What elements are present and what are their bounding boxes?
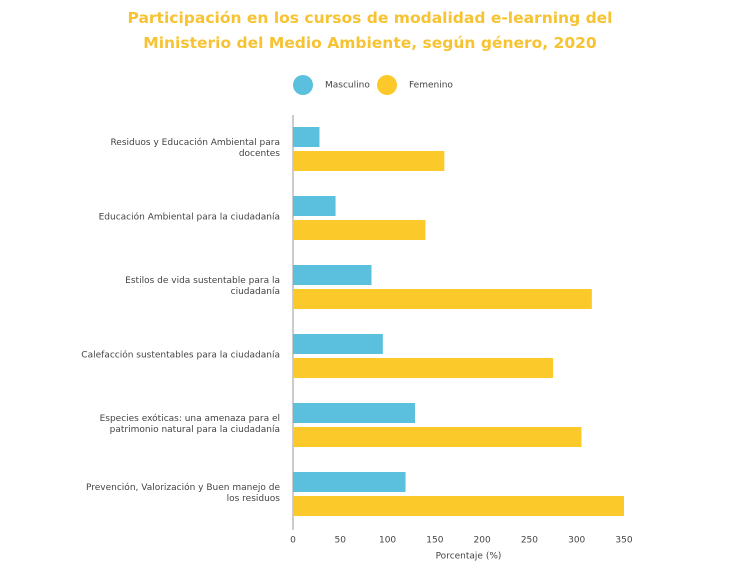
category-label: Estilos de vida sustentable para la ciud… [125, 276, 280, 297]
bar [293, 289, 592, 309]
bar [293, 496, 624, 516]
category-label: Calefacción sustentables para la ciudada… [81, 350, 280, 361]
bar [293, 196, 336, 216]
x-tick-label: 250 [521, 536, 538, 546]
x-axis-title: Porcentaje (%) [436, 552, 502, 562]
category-label: Residuos y Educación Ambiental para doce… [110, 138, 280, 159]
chart-title: Participación en los cursos de modalidad… [127, 9, 613, 52]
x-tick-label: 50 [335, 536, 347, 546]
bar [293, 334, 383, 354]
x-tick-label: 100 [379, 536, 396, 546]
category-label: Especies exóticas: una amenaza para el p… [99, 414, 280, 435]
x-tick-label: 150 [426, 536, 443, 546]
bar [293, 151, 445, 171]
category-label: Educación Ambiental para la ciudadanía [98, 212, 280, 223]
x-tick-label: 0 [290, 536, 296, 546]
x-tick-label: 300 [568, 536, 585, 546]
category-label: Prevención, Valorización y Buen manejo d… [85, 483, 280, 504]
bar [293, 358, 554, 378]
bar [293, 220, 426, 240]
legend-marker [293, 75, 313, 95]
legend-label: Masculino [325, 81, 370, 91]
x-tick-label: 350 [615, 536, 632, 546]
bar [293, 472, 406, 492]
legend-marker [377, 75, 397, 95]
x-tick-label: 200 [474, 536, 491, 546]
bar [293, 127, 320, 147]
bar [293, 265, 372, 285]
bar [293, 427, 582, 447]
bar [293, 403, 415, 423]
legend-label: Femenino [409, 81, 453, 91]
